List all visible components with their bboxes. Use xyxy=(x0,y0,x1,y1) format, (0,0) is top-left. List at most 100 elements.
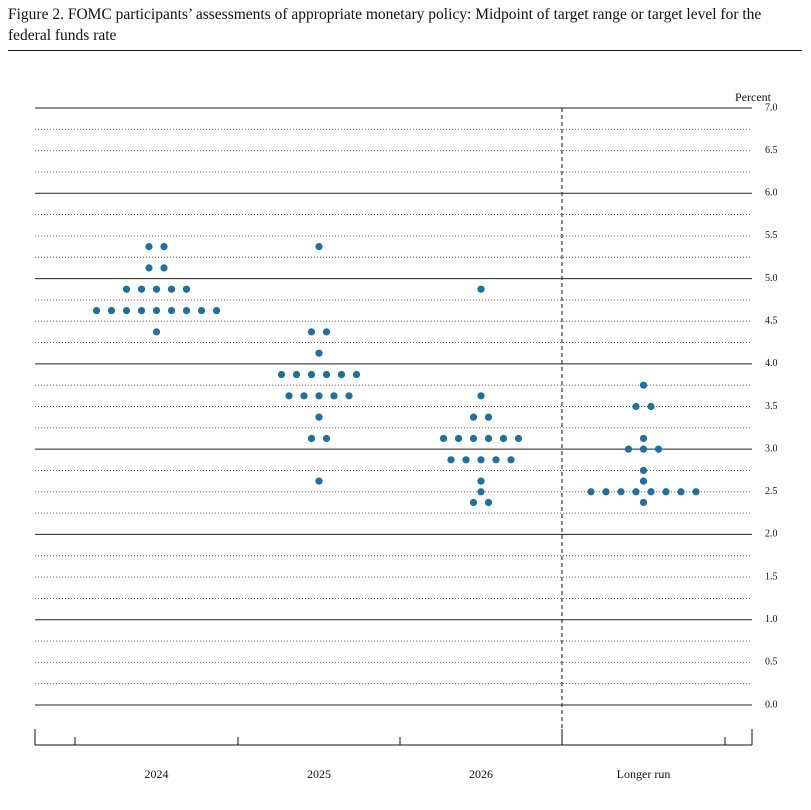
dot xyxy=(499,434,508,443)
dot xyxy=(632,488,640,496)
dot xyxy=(285,392,293,400)
dot xyxy=(315,242,323,251)
dot xyxy=(197,306,206,315)
dot xyxy=(145,264,153,272)
x-axis xyxy=(34,729,753,746)
y-tick-label: 3.5 xyxy=(765,401,778,412)
dot xyxy=(469,498,478,507)
dot xyxy=(122,285,131,293)
dot xyxy=(315,477,323,485)
x-tick-label: 2024 xyxy=(145,767,169,781)
dot xyxy=(300,392,308,400)
dot xyxy=(152,285,161,293)
dot xyxy=(662,488,670,496)
dot xyxy=(315,392,323,400)
dot xyxy=(322,370,331,379)
dot xyxy=(639,381,648,389)
dot xyxy=(137,306,146,315)
dot xyxy=(122,306,131,315)
dot xyxy=(477,285,485,293)
dot xyxy=(160,264,168,272)
y-tick-label: 6.0 xyxy=(765,188,778,199)
dot xyxy=(322,328,331,336)
dot xyxy=(484,413,493,421)
dot xyxy=(137,285,146,293)
dot xyxy=(624,445,633,453)
y-axis-label: Percent xyxy=(735,90,772,104)
dot xyxy=(484,434,493,443)
dot xyxy=(292,370,301,379)
dot xyxy=(160,242,168,251)
dot xyxy=(152,306,161,315)
dot xyxy=(167,285,176,293)
dot xyxy=(477,456,485,464)
dot xyxy=(212,306,221,315)
y-tick-label: 2.0 xyxy=(765,529,778,540)
dot xyxy=(514,434,523,443)
dot xyxy=(477,488,485,496)
title-rule xyxy=(8,50,802,51)
dot xyxy=(182,285,191,293)
dot xyxy=(315,413,323,421)
y-tick-label: 3.0 xyxy=(765,443,778,454)
dot xyxy=(477,392,485,400)
dot xyxy=(647,402,655,411)
dot xyxy=(307,434,316,443)
dot xyxy=(469,413,478,421)
dot xyxy=(677,488,685,496)
dot xyxy=(639,445,648,453)
x-tick-label: 2025 xyxy=(307,767,331,781)
y-tick-label: 4.5 xyxy=(765,316,778,327)
dot xyxy=(152,328,161,336)
dot xyxy=(639,498,648,507)
dot xyxy=(632,402,640,411)
dot xyxy=(484,498,493,507)
dot xyxy=(454,434,463,443)
dot xyxy=(345,392,353,400)
dot xyxy=(307,370,316,379)
dot xyxy=(439,434,448,443)
dot xyxy=(107,306,116,315)
dot xyxy=(477,477,485,485)
dot xyxy=(322,434,331,443)
y-tick-label: 0.0 xyxy=(765,699,778,710)
y-tick-label: 6.5 xyxy=(765,145,778,156)
dot xyxy=(315,349,323,357)
y-tick-label: 4.0 xyxy=(765,358,778,369)
y-tick-label: 5.5 xyxy=(765,230,778,241)
dot xyxy=(692,488,700,496)
dot xyxy=(182,306,191,315)
dot xyxy=(507,456,515,464)
dot xyxy=(337,370,346,379)
dot xyxy=(639,477,648,485)
dot xyxy=(277,370,286,379)
dot xyxy=(647,488,655,496)
dot xyxy=(462,456,470,464)
dot xyxy=(447,456,455,464)
dot xyxy=(602,488,610,496)
dot xyxy=(145,242,153,251)
dot xyxy=(617,488,625,496)
chart-title: Figure 2. FOMC participants’ assessments… xyxy=(8,6,762,44)
x-tick-label: Longer run xyxy=(617,767,671,781)
dot xyxy=(654,445,663,453)
dot xyxy=(167,306,176,315)
y-tick-label: 1.5 xyxy=(765,571,778,582)
y-tick-label: 7.0 xyxy=(765,102,778,113)
y-tick-label: 2.5 xyxy=(765,486,778,497)
dot xyxy=(352,370,361,379)
dot xyxy=(469,434,478,443)
dot xyxy=(587,488,595,496)
dot xyxy=(639,434,648,443)
y-tick-label: 0.5 xyxy=(765,657,778,668)
y-tick-label: 1.0 xyxy=(765,614,778,625)
dot xyxy=(307,328,316,336)
dot xyxy=(330,392,338,400)
y-tick-label: 5.0 xyxy=(765,273,778,284)
dot xyxy=(639,466,648,475)
dot xyxy=(92,306,101,315)
x-tick-label: 2026 xyxy=(469,767,493,781)
dot xyxy=(492,456,500,464)
